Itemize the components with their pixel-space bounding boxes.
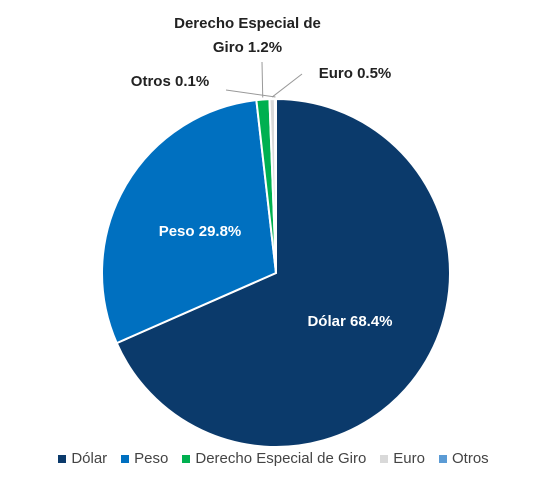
legend-item: Derecho Especial de Giro: [182, 450, 366, 467]
label-category: Otros: [130, 73, 171, 90]
legend-label: Derecho Especial de Giro: [195, 450, 367, 467]
label-category: Peso: [158, 223, 195, 240]
label-category: Dólar: [307, 313, 346, 330]
leader-line: [261, 61, 264, 98]
data-label: Peso 29.8%: [135, 220, 265, 244]
legend-label: Dólar: [71, 450, 108, 467]
leader-line: [271, 73, 303, 98]
pie-slice: [101, 99, 278, 345]
pie-slice: [115, 97, 451, 448]
label-category: Derecho Especial de Giro: [174, 15, 321, 56]
data-label: Derecho Especial de Giro 1.2%: [170, 12, 325, 60]
leader-line: [225, 89, 276, 98]
legend-swatch: [58, 454, 67, 463]
label-value: 1.2%: [247, 39, 283, 56]
legend-swatch: [380, 454, 389, 463]
legend-label: Peso: [134, 450, 169, 467]
legend-label: Otros: [451, 450, 489, 467]
label-value: 0.5%: [357, 65, 392, 82]
legend-item: Euro: [380, 450, 425, 467]
pie-slice: [273, 97, 277, 274]
legend-label: Euro: [393, 450, 425, 467]
label-value: 29.8%: [198, 223, 242, 240]
label-value: 0.1%: [174, 73, 210, 90]
legend-item: Peso: [121, 450, 168, 467]
legend: Dólar Peso Derecho Especial de Giro Euro Otr…: [0, 450, 547, 467]
legend-item: Dólar: [58, 450, 107, 467]
legend-swatch: [438, 454, 447, 463]
data-label: Euro 0.5%: [300, 62, 410, 86]
label-value: 68.4%: [349, 313, 393, 330]
data-label: Otros 0.1%: [115, 70, 225, 94]
legend-swatch: [121, 454, 130, 463]
data-label: Dólar 68.4%: [285, 310, 415, 334]
label-category: Euro: [318, 65, 353, 82]
legend-swatch: [182, 454, 191, 463]
legend-item: Otros: [438, 450, 489, 467]
